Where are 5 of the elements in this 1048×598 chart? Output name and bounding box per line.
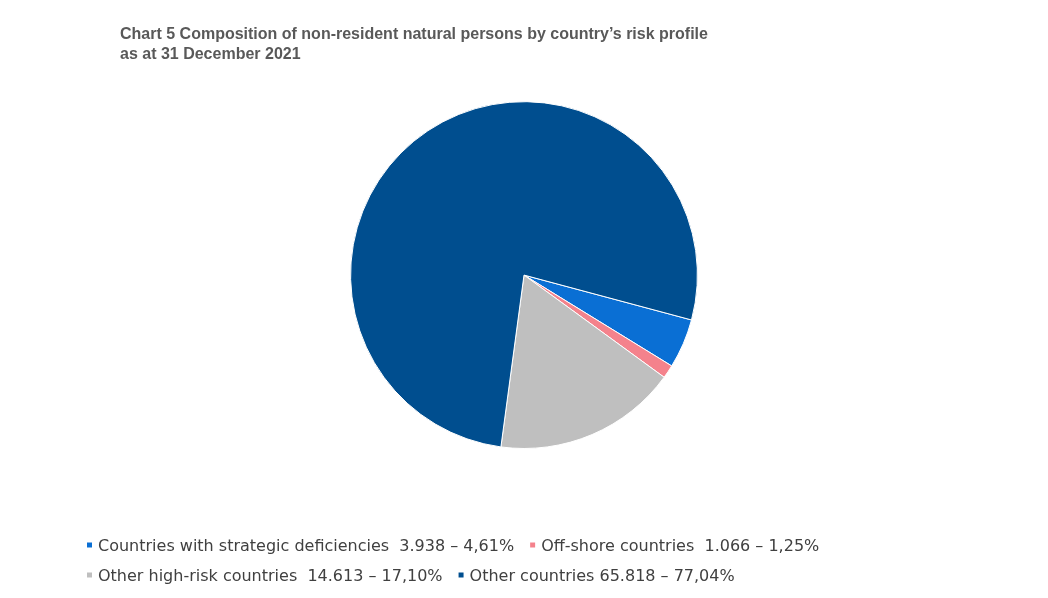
chart-title: Chart 5 Composition of non-resident natural persons by country’s risk profile as at 31 December 2021 — [120, 24, 713, 62]
legend-label: Other countries 65.818 – 77,04% — [469, 565, 735, 585]
legend-label: Off-shore countries 1.066 – 1,25% — [541, 535, 820, 555]
legend-label: Countries with strategic deficiencies 3.938 – 4,61% — [98, 535, 515, 555]
legend-label: Other high-risk countries 14.613 – 17,10% — [98, 565, 443, 585]
